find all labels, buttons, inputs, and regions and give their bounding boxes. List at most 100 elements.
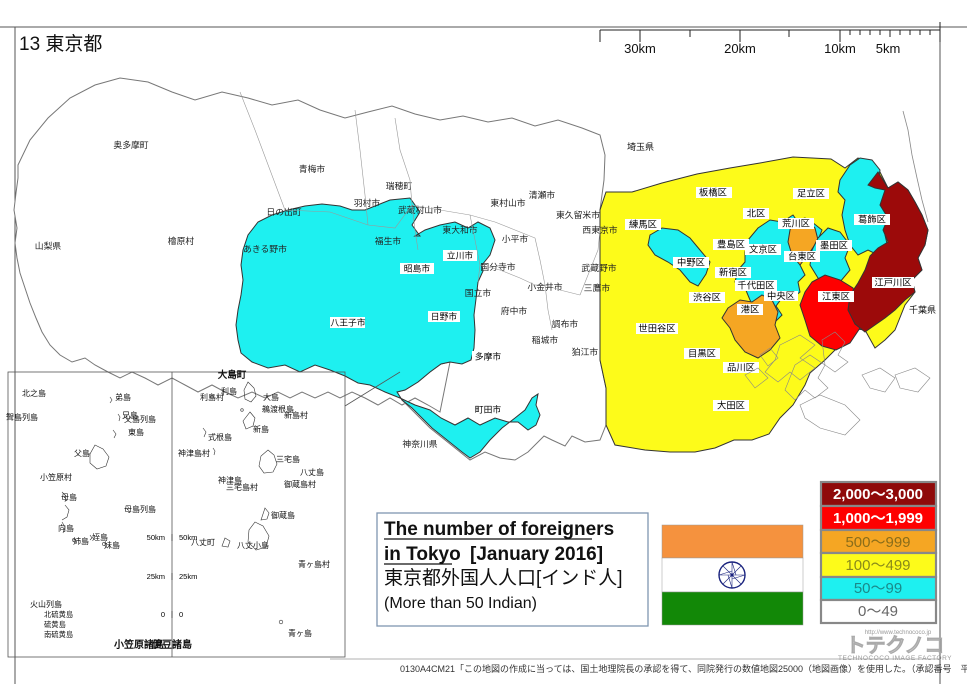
svg-text:500～999: 500～999 [845, 534, 910, 551]
svg-text:福生市: 福生市 [375, 235, 402, 246]
svg-text:多摩市: 多摩市 [475, 351, 502, 362]
svg-text:東大和市: 東大和市 [442, 224, 477, 235]
svg-text:母島列島: 母島列島 [124, 504, 156, 514]
svg-text:新島: 新島 [253, 424, 269, 434]
svg-text:神津島村: 神津島村 [178, 448, 210, 458]
svg-text:西東京市: 西東京市 [582, 224, 617, 235]
svg-text:[January 2016]: [January 2016] [470, 544, 603, 565]
svg-text:荒川区: 荒川区 [782, 219, 810, 229]
svg-text:100～499: 100～499 [845, 557, 910, 574]
svg-text:利島: 利島 [221, 386, 237, 396]
svg-text:北之島: 北之島 [22, 388, 46, 398]
svg-text:瑞穂町: 瑞穂町 [386, 180, 413, 191]
svg-text:御蔵島: 御蔵島 [271, 510, 295, 520]
svg-text:文京区: 文京区 [749, 244, 777, 255]
svg-text:千代田区: 千代田区 [737, 281, 774, 291]
svg-text:狛江市: 狛江市 [572, 346, 599, 357]
svg-text:山梨県: 山梨県 [35, 240, 62, 251]
svg-text:葛飾区: 葛飾区 [858, 214, 886, 225]
svg-text:姪島: 姪島 [92, 532, 108, 542]
svg-text:目黒区: 目黒区 [688, 349, 716, 359]
svg-text:台東区: 台東区 [788, 251, 816, 262]
svg-text:トテクノコ: トテクノコ [846, 634, 945, 657]
svg-text:0～49: 0～49 [858, 603, 898, 620]
svg-text:東京都外国人人口[インド人]: 東京都外国人人口[インド人] [384, 567, 623, 589]
svg-text:八王子市: 八王子市 [330, 317, 365, 328]
svg-text:稲城市: 稲城市 [532, 334, 559, 345]
svg-text:The number of foreigners: The number of foreigners [384, 519, 614, 540]
svg-text:2,000～3,000: 2,000～3,000 [833, 486, 923, 503]
svg-text:品川区: 品川区 [727, 363, 755, 373]
svg-text:硫黄島: 硫黄島 [44, 620, 66, 629]
svg-text:弟島: 弟島 [115, 392, 131, 402]
svg-text:式根島: 式根島 [208, 432, 232, 442]
svg-text:青ヶ島: 青ヶ島 [288, 628, 312, 638]
svg-text:大田区: 大田区 [717, 400, 745, 411]
svg-text:墨田区: 墨田区 [820, 241, 848, 251]
svg-text:東島: 東島 [128, 427, 144, 437]
svg-text:父島: 父島 [74, 448, 90, 458]
svg-text:向島: 向島 [58, 523, 74, 533]
svg-text:伊豆諸島: 伊豆諸島 [151, 638, 192, 651]
svg-text:練馬区: 練馬区 [629, 219, 657, 230]
svg-text:(More than 50 Indian): (More than 50 Indian) [384, 595, 537, 612]
svg-text:青ヶ島村: 青ヶ島村 [298, 559, 330, 569]
svg-text:0: 0 [161, 610, 165, 619]
svg-text:東久留米市: 東久留米市 [556, 209, 600, 220]
svg-text:世田谷区: 世田谷区 [638, 323, 675, 334]
svg-text:北区: 北区 [747, 209, 766, 219]
svg-text:25km: 25km [147, 572, 165, 581]
svg-text:羽村市: 羽村市 [354, 197, 381, 208]
svg-text:父島列島: 父島列島 [124, 414, 156, 424]
svg-text:八丈島: 八丈島 [300, 467, 324, 477]
svg-text:中央区: 中央区 [767, 290, 795, 301]
svg-text:調布市: 調布市 [552, 318, 579, 329]
svg-text:豊島区: 豊島区 [717, 239, 745, 250]
svg-text:足立区: 足立区 [797, 188, 825, 199]
svg-text:国立市: 国立市 [465, 287, 492, 298]
svg-text:火山列島: 火山列島 [30, 599, 62, 609]
svg-text:あきる野市: あきる野市 [243, 243, 287, 254]
svg-text:神奈川県: 神奈川県 [402, 438, 437, 449]
svg-text:TECHNOCOCO IMAGE FACTORY: TECHNOCOCO IMAGE FACTORY [838, 655, 952, 662]
svg-text:府中市: 府中市 [501, 305, 528, 316]
svg-text:0: 0 [179, 610, 183, 619]
svg-text:千葉県: 千葉県 [909, 304, 936, 315]
svg-text:北硫黄島: 北硫黄島 [44, 610, 73, 619]
svg-text:武蔵野市: 武蔵野市 [581, 262, 616, 273]
svg-text:檜原村: 檜原村 [168, 235, 195, 246]
svg-text:御蔵島村: 御蔵島村 [284, 479, 316, 489]
svg-text:10km: 10km [824, 41, 856, 56]
svg-text:港区: 港区 [741, 304, 760, 315]
svg-text:50～99: 50～99 [854, 580, 902, 597]
svg-text:小平市: 小平市 [502, 233, 529, 244]
svg-text:大島: 大島 [263, 392, 279, 402]
svg-text:奥多摩町: 奥多摩町 [113, 139, 148, 150]
svg-text:南硫黄島: 南硫黄島 [44, 630, 73, 639]
svg-text:新島村: 新島村 [284, 410, 308, 420]
svg-text:新宿区: 新宿区 [719, 267, 747, 278]
svg-text:日野市: 日野市 [431, 311, 458, 322]
svg-text:青梅市: 青梅市 [299, 163, 326, 174]
svg-text:5km: 5km [876, 41, 901, 56]
svg-text:1,000～1,999: 1,000～1,999 [833, 510, 923, 527]
svg-text:昭島市: 昭島市 [404, 263, 431, 274]
svg-text:八丈小島: 八丈小島 [237, 540, 269, 550]
svg-text:大島町: 大島町 [218, 369, 247, 381]
svg-text:50km: 50km [179, 533, 197, 542]
svg-text:50km: 50km [147, 533, 165, 542]
svg-text:三宅島: 三宅島 [276, 454, 300, 464]
svg-text:25km: 25km [179, 572, 197, 581]
svg-text:埼玉県: 埼玉県 [627, 141, 654, 152]
svg-text:板橋区: 板橋区 [699, 187, 727, 198]
svg-text:三宅島村: 三宅島村 [226, 482, 258, 492]
svg-text:三鷹市: 三鷹市 [584, 282, 611, 293]
svg-text:20km: 20km [724, 41, 756, 56]
svg-text:東村山市: 東村山市 [490, 197, 525, 208]
svg-text:渋谷区: 渋谷区 [693, 292, 721, 303]
svg-text:江戸川区: 江戸川区 [874, 278, 911, 288]
svg-text:in Tokyo: in Tokyo [384, 544, 461, 565]
svg-text:聟島列島: 聟島列島 [6, 412, 38, 422]
svg-text:30km: 30km [624, 41, 656, 56]
svg-text:小笠原村: 小笠原村 [40, 472, 72, 482]
